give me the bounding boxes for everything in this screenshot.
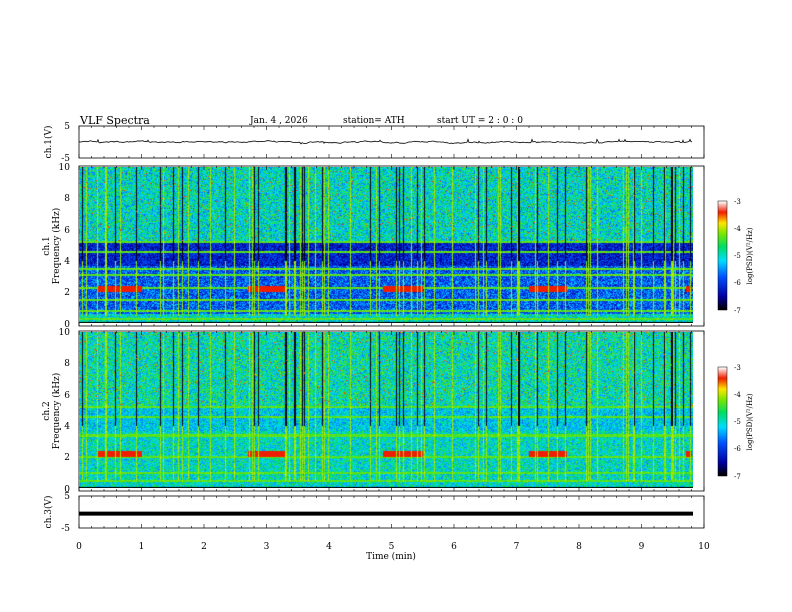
ch1-cbar-tick-7: -7 — [734, 307, 741, 315]
xtick-label-5: 5 — [389, 542, 395, 552]
ch2-cbar-tick-4: -4 — [734, 391, 741, 399]
ch1-cbar-tick-4: -4 — [734, 225, 741, 233]
xtick-label-4: 4 — [326, 542, 332, 552]
ch2-ytick-0: 0 — [64, 485, 70, 495]
ch3-ylabel: ch.3(V) — [43, 496, 54, 529]
ch1-spec-ylabel-channel: ch.1 — [42, 236, 52, 255]
ch3-ytick-bottom: -5 — [61, 524, 70, 534]
ch2-ytick-8: 8 — [64, 359, 70, 369]
ch1-ytick-0: 0 — [64, 320, 70, 330]
ch2-ytick-2: 2 — [64, 453, 70, 463]
ch2-spectrogram-image — [79, 332, 693, 488]
xtick-label-6: 6 — [451, 542, 457, 552]
time-axis-ticks — [78, 126, 705, 528]
ch2-spec-ylabel-channel: ch.2 — [42, 401, 52, 420]
xtick-label-7: 7 — [514, 542, 520, 552]
ch3-waveform-panel: 5 -5 ch.3(V) — [43, 492, 705, 534]
ch1-spectrogram-image — [79, 167, 693, 323]
ch1-colorbar: -3 -4 -5 -6 -7 log(PSD)(V²/Hz) — [717, 198, 754, 315]
xtick-label-10: 10 — [698, 542, 710, 552]
ch1-cbar-tick-6: -6 — [734, 279, 741, 287]
ch1-ytick-4: 4 — [64, 257, 70, 267]
ch2-spectrogram-panel: 0 2 4 6 8 10 ch.2 Frequency (kHz) — [42, 328, 705, 495]
ch1-ytick-6: 6 — [64, 226, 70, 236]
ch1-cbar-tick-5: -5 — [734, 252, 741, 260]
station-label: station= ATH — [343, 116, 405, 126]
ch1-ytick-8: 8 — [64, 194, 70, 204]
ch2-ytick-4: 4 — [64, 422, 70, 432]
ch2-ytick-10: 10 — [59, 328, 71, 338]
xtick-label-2: 2 — [201, 542, 207, 552]
ch2-cbar-tick-6: -6 — [734, 445, 741, 453]
ch1-ytick-2: 2 — [64, 288, 70, 298]
ch2-spec-ylabel-frequency: Frequency (kHz) — [51, 373, 62, 450]
ch2-cbar-tick-5: -5 — [734, 418, 741, 426]
xtick-label-1: 1 — [139, 542, 145, 552]
ch3-ytick-top: 5 — [64, 492, 70, 502]
xtick-label-8: 8 — [576, 542, 582, 552]
ch2-cbar-tick-7: -7 — [734, 473, 741, 481]
ch2-colorbar: -3 -4 -5 -6 -7 log(PSD)(V²/Hz) — [717, 364, 754, 481]
x-axis-label: Time (min) — [366, 551, 416, 562]
ch1-waveform-line — [78, 138, 693, 145]
xtick-label-3: 3 — [264, 542, 270, 552]
ch1-colorbar-gradient — [718, 201, 727, 310]
ch1-ytick-top: 5 — [64, 122, 70, 132]
ch1-spectrogram-panel: 0 2 4 6 8 10 ch.1 Frequency (kHz) — [42, 163, 705, 330]
xtick-label-0: 0 — [76, 542, 82, 552]
figure-title: VLF Spectra — [79, 114, 150, 127]
ch1-spec-ylabel-frequency: Frequency (kHz) — [51, 208, 62, 285]
ch1-cbar-label: log(PSD)(V²/Hz) — [746, 227, 754, 284]
time-axis-labels: 0 1 2 3 4 5 6 7 8 9 10 Time (min) — [76, 542, 710, 562]
ch2-ytick-6: 6 — [64, 391, 70, 401]
ch1-waveform-panel: 5 -5 ch.1(V) — [43, 122, 705, 164]
start-ut-label: start UT = 2 : 0 : 0 — [437, 116, 523, 126]
ch2-colorbar-gradient — [718, 367, 727, 476]
date-label: Jan. 4 , 2026 — [249, 116, 308, 126]
ch2-cbar-tick-3: -3 — [734, 364, 741, 372]
ch1-ytick-10: 10 — [59, 163, 71, 173]
ch2-cbar-label: log(PSD)(V²/Hz) — [746, 393, 754, 450]
ch1-ytick-bottom: -5 — [61, 154, 70, 164]
ch1-cbar-tick-3: -3 — [734, 198, 741, 206]
ch1-ylabel: ch.1(V) — [43, 126, 54, 159]
xtick-label-9: 9 — [639, 542, 645, 552]
